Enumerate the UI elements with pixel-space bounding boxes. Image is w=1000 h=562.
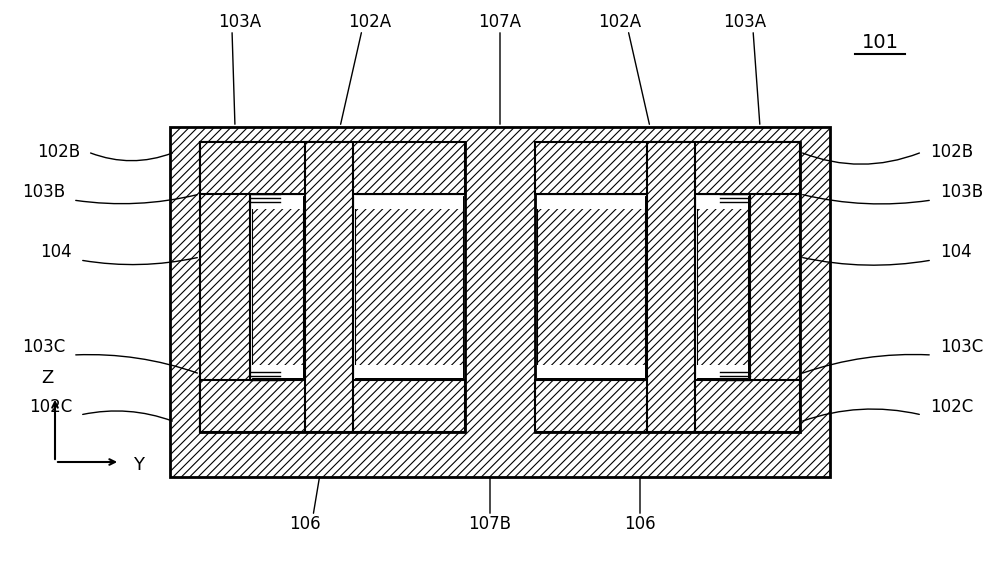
Bar (170, 127, 830, 477)
Text: 102C: 102C (930, 398, 973, 416)
Text: 103C: 103C (940, 338, 983, 356)
Bar (697, 196, 748, 378)
Bar (252, 196, 303, 378)
Text: 103C: 103C (22, 338, 65, 356)
Bar (537, 365, 645, 378)
Bar (355, 196, 463, 378)
Bar (697, 196, 748, 209)
Text: 103A: 103A (723, 13, 767, 31)
Text: Y: Y (133, 456, 144, 474)
Text: 107B: 107B (468, 515, 512, 533)
Bar (535, 142, 800, 432)
Bar (305, 142, 353, 432)
Text: 104: 104 (940, 243, 972, 261)
Text: 102B: 102B (37, 143, 80, 161)
Text: 107A: 107A (479, 13, 522, 31)
Bar (697, 365, 748, 378)
Bar (537, 196, 645, 378)
Text: 102B: 102B (930, 143, 973, 161)
Text: 106: 106 (289, 515, 321, 533)
Bar (200, 142, 465, 432)
Text: 104: 104 (40, 243, 72, 261)
Bar (535, 142, 800, 194)
Bar (200, 380, 465, 432)
Text: 102A: 102A (598, 13, 642, 31)
Bar (535, 380, 800, 432)
Bar (252, 196, 303, 209)
Text: 103B: 103B (22, 183, 65, 201)
Text: 102A: 102A (348, 13, 392, 31)
Text: 103B: 103B (940, 183, 983, 201)
Text: 106: 106 (624, 515, 656, 533)
Bar (750, 142, 800, 432)
Text: 103A: 103A (218, 13, 262, 31)
Bar (537, 196, 645, 209)
Bar (200, 142, 250, 432)
Text: 101: 101 (862, 33, 898, 52)
Bar (647, 142, 695, 432)
Bar (355, 196, 463, 209)
Text: 102C: 102C (29, 398, 72, 416)
Bar (355, 365, 463, 378)
Bar (252, 365, 303, 378)
Text: Z: Z (41, 369, 53, 387)
Bar (200, 142, 465, 194)
